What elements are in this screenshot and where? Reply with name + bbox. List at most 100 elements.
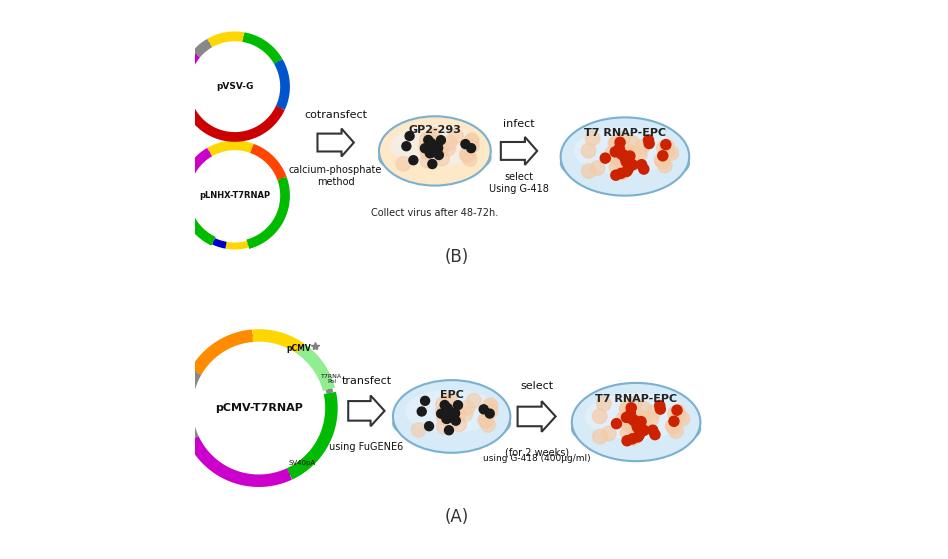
Circle shape	[623, 154, 637, 169]
Circle shape	[636, 401, 651, 416]
Ellipse shape	[572, 383, 701, 461]
Circle shape	[633, 411, 647, 426]
Text: T7RNA
Pol: T7RNA Pol	[320, 373, 342, 385]
Circle shape	[423, 131, 438, 145]
Circle shape	[622, 167, 631, 177]
Circle shape	[596, 396, 611, 411]
Circle shape	[443, 392, 457, 407]
Circle shape	[625, 151, 635, 161]
Circle shape	[446, 413, 455, 421]
Circle shape	[622, 435, 632, 446]
Circle shape	[427, 139, 436, 148]
Circle shape	[421, 396, 429, 405]
Circle shape	[634, 420, 648, 434]
Circle shape	[464, 135, 479, 149]
Text: EPC: EPC	[440, 390, 464, 400]
Circle shape	[461, 148, 475, 162]
Circle shape	[586, 131, 600, 145]
Circle shape	[650, 429, 660, 439]
Circle shape	[614, 144, 625, 154]
Circle shape	[628, 434, 637, 444]
Circle shape	[419, 139, 433, 154]
Circle shape	[636, 160, 647, 170]
Circle shape	[616, 411, 630, 426]
Circle shape	[616, 149, 627, 159]
Circle shape	[633, 432, 643, 442]
Ellipse shape	[405, 389, 499, 433]
Text: GP2-293: GP2-293	[409, 125, 462, 135]
Circle shape	[426, 127, 441, 142]
Circle shape	[466, 144, 476, 153]
Circle shape	[427, 149, 435, 158]
Circle shape	[420, 144, 429, 153]
FancyArrow shape	[318, 129, 354, 157]
Circle shape	[450, 409, 460, 418]
Circle shape	[616, 131, 630, 146]
Circle shape	[424, 135, 432, 144]
Circle shape	[409, 156, 418, 165]
Text: Collect virus after 48-72h.: Collect virus after 48-72h.	[372, 208, 499, 218]
Ellipse shape	[574, 127, 676, 174]
Circle shape	[671, 405, 685, 419]
Circle shape	[581, 144, 596, 158]
Ellipse shape	[392, 403, 510, 443]
Circle shape	[616, 147, 630, 162]
Circle shape	[434, 141, 449, 156]
Circle shape	[628, 160, 638, 170]
Circle shape	[592, 429, 607, 444]
Circle shape	[480, 405, 488, 414]
Circle shape	[417, 407, 427, 416]
Circle shape	[411, 423, 426, 437]
Circle shape	[605, 146, 619, 160]
Circle shape	[609, 136, 623, 151]
Circle shape	[466, 394, 482, 408]
Text: transfect: transfect	[341, 376, 392, 386]
Circle shape	[451, 416, 461, 425]
Circle shape	[626, 136, 640, 150]
Circle shape	[623, 164, 633, 174]
Circle shape	[402, 142, 410, 151]
Circle shape	[655, 404, 665, 414]
Circle shape	[437, 410, 451, 425]
Circle shape	[433, 143, 442, 151]
Circle shape	[611, 170, 621, 180]
Circle shape	[463, 151, 477, 166]
Circle shape	[479, 414, 494, 428]
Circle shape	[644, 135, 653, 145]
Circle shape	[632, 422, 643, 432]
Circle shape	[443, 407, 458, 421]
Ellipse shape	[572, 407, 701, 451]
Circle shape	[420, 145, 435, 159]
Circle shape	[626, 409, 635, 419]
Circle shape	[446, 414, 460, 429]
Circle shape	[616, 168, 627, 178]
Circle shape	[619, 402, 634, 416]
Circle shape	[611, 147, 620, 157]
Ellipse shape	[379, 139, 491, 177]
Circle shape	[635, 140, 649, 154]
Circle shape	[646, 405, 661, 420]
Circle shape	[627, 403, 636, 413]
Text: (B): (B)	[446, 248, 469, 266]
Ellipse shape	[560, 142, 689, 184]
Ellipse shape	[585, 392, 687, 439]
Circle shape	[639, 425, 649, 435]
Circle shape	[620, 426, 635, 440]
FancyArrow shape	[518, 401, 556, 432]
Ellipse shape	[379, 116, 491, 186]
Circle shape	[437, 419, 451, 434]
Circle shape	[448, 129, 464, 143]
Circle shape	[428, 149, 444, 163]
Circle shape	[672, 405, 682, 415]
Circle shape	[483, 398, 498, 413]
Circle shape	[622, 146, 636, 160]
Circle shape	[631, 419, 642, 429]
Circle shape	[612, 151, 627, 166]
Circle shape	[485, 409, 494, 418]
FancyArrow shape	[501, 137, 538, 165]
Circle shape	[624, 417, 638, 432]
Circle shape	[419, 132, 434, 146]
Circle shape	[433, 144, 443, 153]
Text: select: select	[520, 381, 554, 391]
Circle shape	[443, 414, 452, 423]
